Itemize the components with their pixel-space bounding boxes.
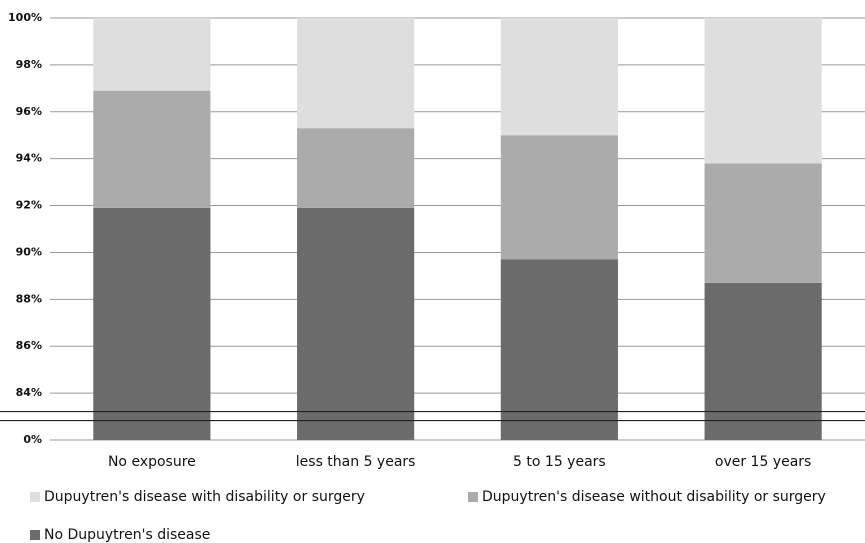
x-tick-label: No exposure [108,454,196,470]
legend-label: Dupuytren's disease without disability o… [482,489,826,505]
x-tick-label: over 15 years [715,454,811,470]
y-tick-label: 92% [16,199,42,212]
x-tick-label: 5 to 15 years [513,454,606,470]
legend-swatch [30,530,40,540]
y-tick-label: 86% [16,339,42,352]
bar-segment [93,18,211,91]
bar-segment [500,259,618,440]
bar-segment [500,135,618,260]
y-tick-label: 0% [23,433,42,446]
y-tick-label: 84% [16,386,42,399]
bar-segment [704,282,822,440]
bar-segment [297,18,415,129]
bar-segment [297,207,415,440]
legend-label: No Dupuytren's disease [44,527,210,543]
y-tick-label: 100% [8,11,42,24]
bar-segment [500,18,618,136]
bar-segment [93,207,211,440]
bar-segment [93,90,211,208]
bar-segment [704,18,822,164]
y-tick-label: 88% [16,292,42,305]
bar-segment [297,128,415,208]
y-tick-label: 90% [16,245,42,258]
legend-swatch [30,492,40,502]
legend-swatch [468,492,478,502]
legend-label: Dupuytren's disease with disability or s… [44,489,365,505]
x-tick-label: less than 5 years [296,454,416,470]
y-tick-label: 98% [16,58,42,71]
y-tick-label: 94% [16,152,42,165]
y-tick-label: 96% [16,105,42,118]
bar-segment [704,163,822,283]
